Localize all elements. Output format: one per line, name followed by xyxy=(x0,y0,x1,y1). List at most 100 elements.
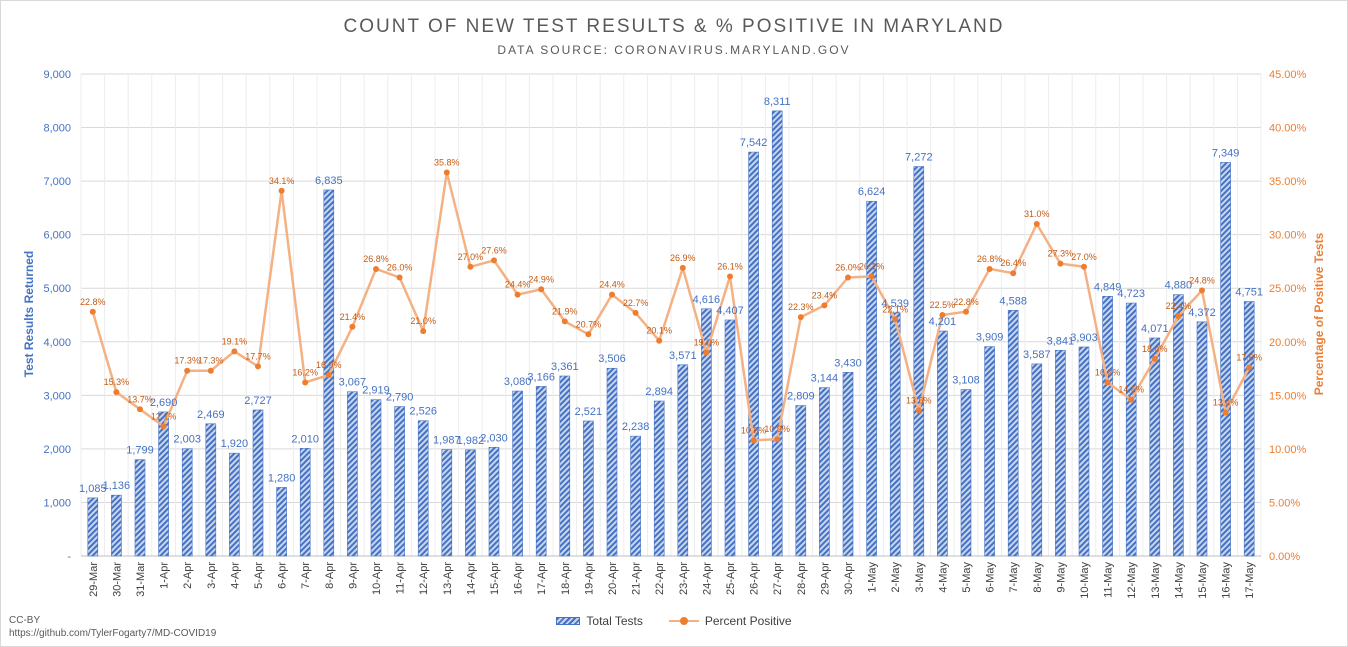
bar xyxy=(1220,162,1231,557)
marker-point xyxy=(1151,355,1158,362)
bar xyxy=(748,151,759,557)
x-tick-label: 29-Apr xyxy=(819,562,831,595)
point-label: 13.6% xyxy=(906,395,932,405)
x-tick-label: 11-Apr xyxy=(395,562,407,595)
x-tick-label: 4-Apr xyxy=(229,562,241,589)
y-tick-label-left: 7,000 xyxy=(43,176,71,188)
legend-swatch-line xyxy=(668,617,699,625)
marker-point xyxy=(325,371,332,378)
y-tick-label-left: 4,000 xyxy=(43,337,71,349)
bar-label: 3,361 xyxy=(551,361,579,373)
x-tick-label: 9-May xyxy=(1055,562,1067,593)
marker-point xyxy=(255,363,261,370)
legend: Total Tests Percent Positive xyxy=(1,614,1347,628)
marker-point xyxy=(1222,409,1229,416)
bar-label: 3,430 xyxy=(834,357,862,369)
y-tick-label-right: 20.00% xyxy=(1269,337,1307,349)
y-tick-label-left: 9,000 xyxy=(43,69,71,81)
legend-item-percent-positive[interactable]: Percent Positive xyxy=(668,614,792,628)
bar xyxy=(512,390,523,557)
bar-label: 2,526 xyxy=(409,406,437,418)
marker-point xyxy=(963,308,969,315)
marker-point xyxy=(750,437,757,444)
marker-point xyxy=(1175,313,1182,320)
x-tick-label: 31-Mar xyxy=(135,562,147,597)
bar xyxy=(535,386,547,557)
bar xyxy=(889,312,901,557)
credit-url[interactable]: https://github.com/TylerFogarty7/MD-COVI… xyxy=(9,628,217,639)
bar xyxy=(394,406,405,557)
x-tick-label: 13-May xyxy=(1150,562,1162,599)
bar xyxy=(842,372,854,557)
x-tick-label: 2-Apr xyxy=(182,562,194,589)
bar-label: 8,311 xyxy=(764,96,791,108)
point-label: 17.6% xyxy=(1236,352,1262,362)
point-label: 22.8% xyxy=(953,297,979,307)
point-label: 26.1% xyxy=(717,261,743,271)
point-label: 17.7% xyxy=(245,351,271,361)
marker-point xyxy=(892,316,899,323)
marker-point xyxy=(420,328,427,335)
marker-point xyxy=(561,318,568,325)
point-label: 22.1% xyxy=(882,304,908,314)
bar-label: 3,144 xyxy=(811,373,839,385)
bar xyxy=(1055,349,1066,557)
x-tick-label: 25-Apr xyxy=(725,562,737,595)
bar-label: 1,982 xyxy=(457,435,485,447)
marker-point xyxy=(373,265,379,272)
bar-label: 4,539 xyxy=(881,298,909,310)
point-label: 27.0% xyxy=(1071,252,1097,262)
bar-label: 7,272 xyxy=(905,152,933,164)
marker-point xyxy=(1033,220,1040,227)
bar-label: 3,166 xyxy=(527,371,555,383)
bar-label: 1,987 xyxy=(433,435,461,447)
point-label: 26.1% xyxy=(859,261,885,271)
bar xyxy=(370,399,382,557)
bar xyxy=(724,319,736,557)
bar xyxy=(1243,301,1255,557)
y-tick-label-right: 45.00% xyxy=(1269,69,1307,81)
x-tick-label: 13-Apr xyxy=(442,562,454,595)
bar xyxy=(559,375,571,557)
point-label: 26.8% xyxy=(363,254,389,264)
point-label: 26.0% xyxy=(835,263,861,273)
legend-item-total-tests[interactable]: Total Tests xyxy=(556,614,643,628)
bar xyxy=(229,452,240,557)
bar-label: 4,880 xyxy=(1165,280,1193,292)
marker-point xyxy=(231,348,238,355)
point-label: 27.6% xyxy=(481,245,507,255)
x-tick-label: 12-Apr xyxy=(418,562,430,595)
x-tick-label: 15-Apr xyxy=(489,562,501,595)
bar-label: 3,506 xyxy=(598,353,626,365)
credit-license: CC-BY xyxy=(9,615,41,626)
x-tick-label: 17-May xyxy=(1244,562,1256,599)
point-label: 22.8% xyxy=(80,297,106,307)
y-tick-label-right: 5.00% xyxy=(1269,497,1300,509)
point-label: 14.6% xyxy=(1118,385,1144,395)
point-label: 21.0% xyxy=(410,316,436,326)
marker-point xyxy=(514,291,521,298)
bar xyxy=(205,423,217,557)
y-tick-label-right: 10.00% xyxy=(1269,444,1307,456)
bar xyxy=(276,487,287,557)
marker-point xyxy=(160,423,167,430)
marker-point xyxy=(207,367,214,374)
legend-label-percent-positive: Percent Positive xyxy=(704,614,792,628)
x-tick-label: 3-Apr xyxy=(206,562,218,589)
bar xyxy=(465,449,476,557)
marker-point xyxy=(1081,263,1087,270)
marker-point xyxy=(821,302,828,309)
x-tick-label: 15-May xyxy=(1197,562,1209,599)
marker-point xyxy=(656,337,663,344)
bar-label: 2,030 xyxy=(480,432,508,444)
marker-point xyxy=(184,367,191,374)
marker-point xyxy=(585,331,592,338)
point-label: 16.9% xyxy=(316,360,342,370)
bar xyxy=(1125,302,1137,557)
marker-point xyxy=(137,406,143,413)
marker-point xyxy=(302,379,309,386)
point-label: 22.4% xyxy=(1166,301,1192,311)
marker-point xyxy=(1104,379,1111,386)
